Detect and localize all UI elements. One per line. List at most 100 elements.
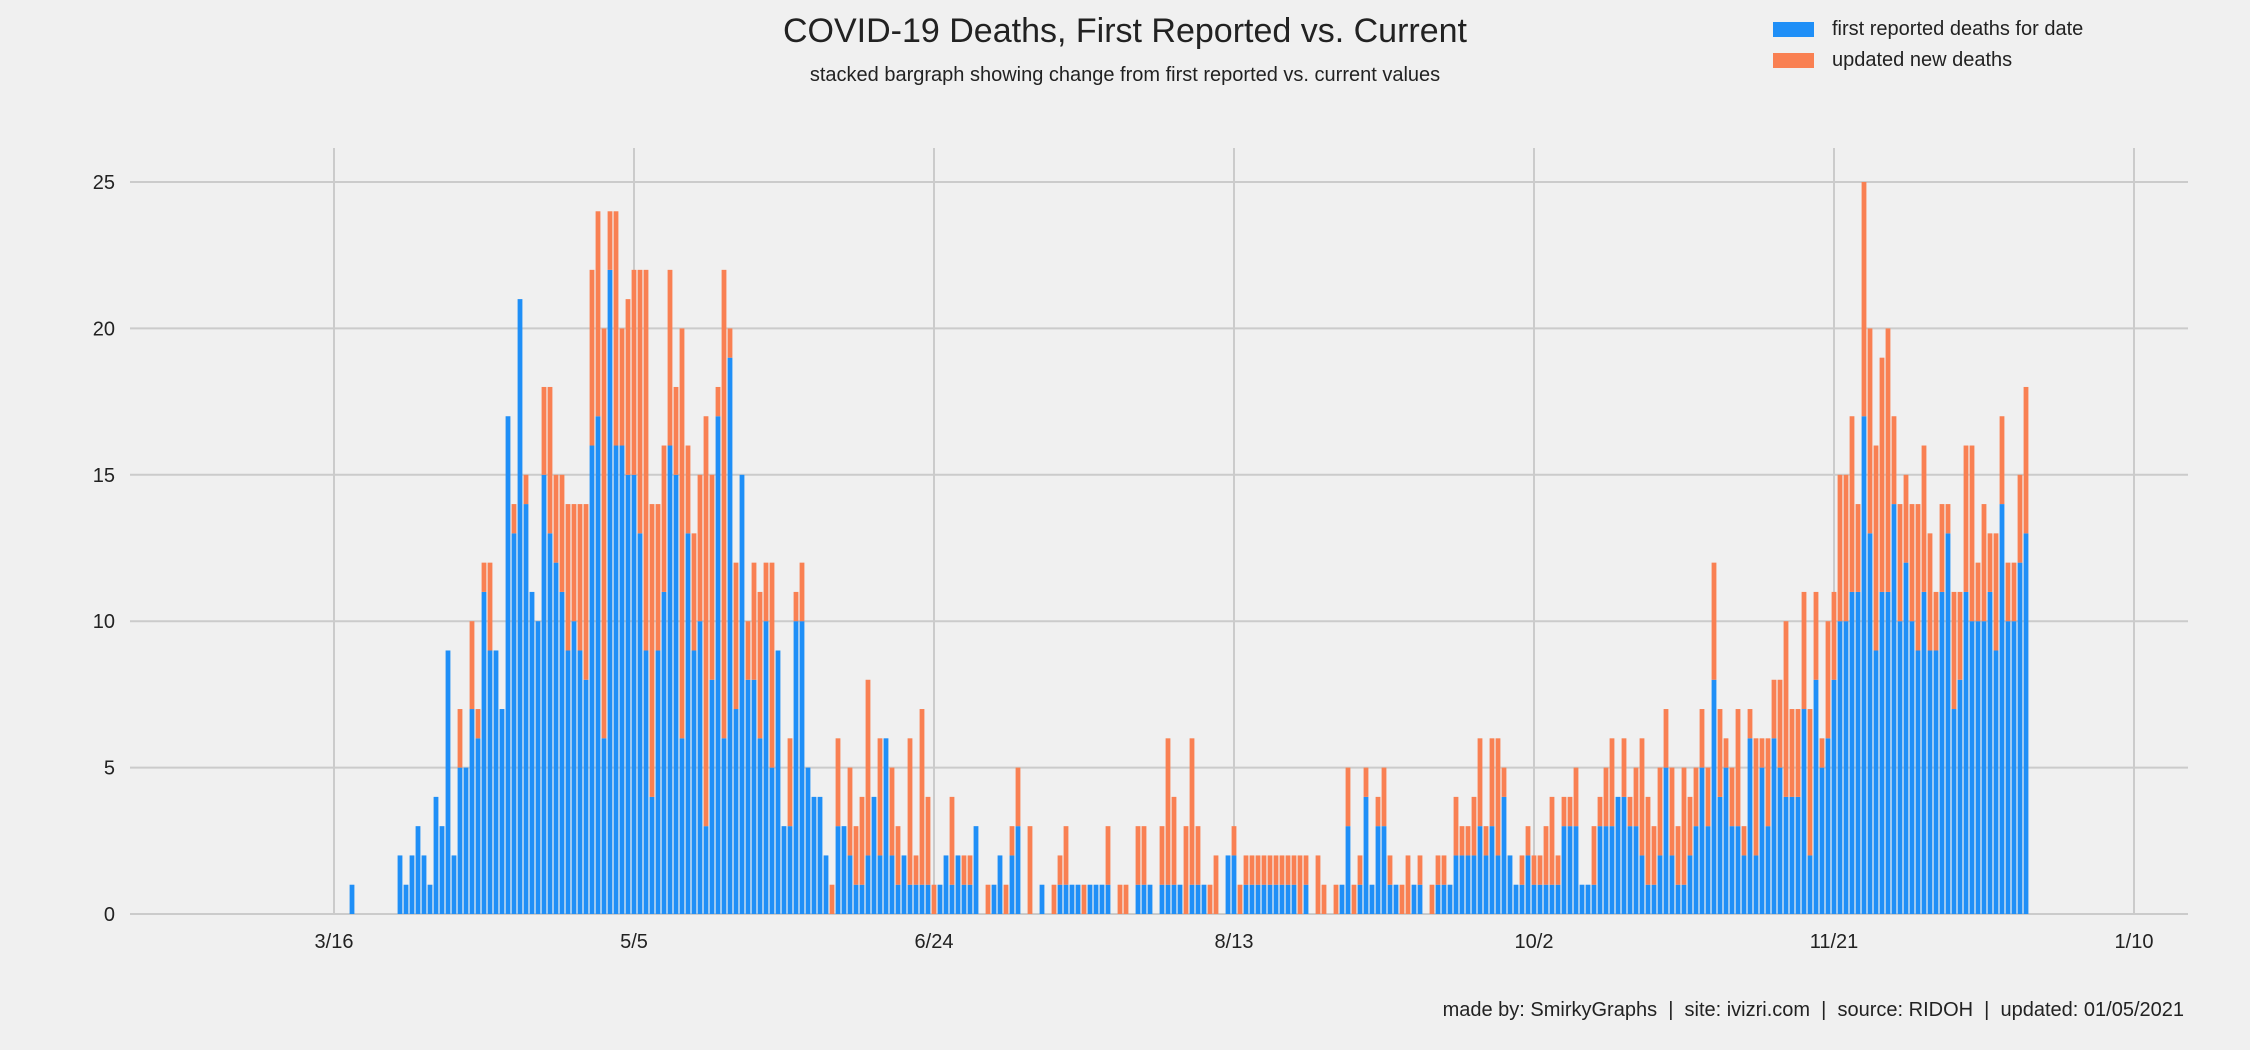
bar-first-reported bbox=[679, 738, 685, 914]
bar-updated-deaths bbox=[541, 386, 547, 475]
bar-updated-deaths bbox=[637, 269, 643, 534]
bar-updated-deaths bbox=[1231, 826, 1237, 856]
bar-first-reported bbox=[1147, 884, 1153, 914]
bar-updated-deaths bbox=[1195, 826, 1201, 885]
bar-first-reported bbox=[733, 709, 739, 914]
bar-first-reported bbox=[1789, 796, 1795, 914]
x-tick-label: 1/10 bbox=[2115, 931, 2154, 953]
bar-first-reported bbox=[997, 855, 1003, 914]
bar-updated-deaths bbox=[601, 328, 607, 739]
bar-first-reported bbox=[1159, 884, 1165, 914]
bar-first-reported bbox=[1633, 826, 1639, 914]
bar-first-reported bbox=[1909, 621, 1915, 914]
bar-first-reported bbox=[1669, 855, 1675, 914]
bar-first-reported bbox=[1471, 855, 1477, 914]
bar-first-reported bbox=[703, 826, 709, 914]
bar-updated-deaths bbox=[1837, 474, 1843, 622]
bar-first-reported bbox=[349, 884, 355, 914]
bar-first-reported bbox=[1891, 504, 1897, 914]
bar-updated-deaths bbox=[1453, 796, 1459, 856]
bar-first-reported bbox=[799, 621, 805, 914]
bar-first-reported bbox=[781, 826, 787, 914]
bar-updated-deaths bbox=[625, 299, 631, 475]
bar-first-reported bbox=[1795, 796, 1801, 914]
bar-first-reported bbox=[1729, 826, 1735, 914]
bar-first-reported bbox=[499, 709, 505, 914]
bar-updated-deaths bbox=[1183, 826, 1189, 914]
bar-updated-deaths bbox=[769, 562, 775, 768]
bar-updated-deaths bbox=[931, 884, 937, 914]
bar-first-reported bbox=[1627, 826, 1633, 914]
bar-first-reported bbox=[1867, 533, 1873, 914]
bar-updated-deaths bbox=[1609, 738, 1615, 827]
bar-updated-deaths bbox=[763, 562, 769, 622]
bar-first-reported bbox=[1825, 738, 1831, 914]
bar-first-reported bbox=[457, 767, 463, 914]
bar-updated-deaths bbox=[523, 474, 529, 505]
bar-updated-deaths bbox=[1681, 767, 1687, 885]
bar-first-reported bbox=[1807, 855, 1813, 914]
bar-updated-deaths bbox=[1435, 855, 1441, 885]
bar-first-reported bbox=[739, 474, 745, 914]
bar-first-reported bbox=[823, 855, 829, 914]
bar-updated-deaths bbox=[1555, 855, 1561, 885]
bar-updated-deaths bbox=[1981, 504, 1987, 622]
bar-first-reported bbox=[1567, 826, 1573, 914]
y-tick-label: 10 bbox=[93, 611, 115, 633]
bar-first-reported bbox=[1537, 884, 1543, 914]
bar-updated-deaths bbox=[1159, 826, 1165, 885]
bar-updated-deaths bbox=[655, 504, 661, 651]
bar-first-reported bbox=[1999, 504, 2005, 914]
footer-credits: made by: SmirkyGraphs | site: ivizri.com… bbox=[1442, 999, 2184, 1021]
y-tick-label: 25 bbox=[93, 172, 115, 194]
bar-updated-deaths bbox=[925, 796, 931, 885]
legend-swatch-updated bbox=[1773, 53, 1814, 68]
bar-updated-deaths bbox=[691, 533, 697, 651]
bar-first-reported bbox=[1879, 591, 1885, 914]
bar-first-reported bbox=[1507, 855, 1513, 914]
bar-first-reported bbox=[1951, 709, 1957, 914]
bar-first-reported bbox=[763, 621, 769, 914]
bar-updated-deaths bbox=[1207, 884, 1213, 914]
bar-updated-deaths bbox=[1537, 855, 1543, 885]
bar-updated-deaths bbox=[1903, 474, 1909, 563]
bar-updated-deaths bbox=[727, 328, 733, 358]
bar-first-reported bbox=[1615, 796, 1621, 914]
bar-updated-deaths bbox=[679, 328, 685, 739]
bar-first-reported bbox=[715, 416, 721, 914]
bar-updated-deaths bbox=[1867, 328, 1873, 534]
bar-first-reported bbox=[475, 738, 481, 914]
y-tick-label: 20 bbox=[93, 318, 115, 340]
bar-updated-deaths bbox=[733, 562, 739, 710]
bar-updated-deaths bbox=[1015, 767, 1021, 827]
bar-first-reported bbox=[409, 855, 415, 914]
bar-first-reported bbox=[451, 855, 457, 914]
bar-first-reported bbox=[1531, 884, 1537, 914]
bar-first-reported bbox=[1831, 679, 1837, 914]
bar-first-reported bbox=[1849, 591, 1855, 914]
bar-first-reported bbox=[1459, 855, 1465, 914]
bar-updated-deaths bbox=[1915, 504, 1921, 651]
bar-first-reported bbox=[811, 796, 817, 914]
bar-updated-deaths bbox=[1921, 445, 1927, 592]
bar-first-reported bbox=[721, 738, 727, 914]
bar-updated-deaths bbox=[1441, 855, 1447, 885]
bar-updated-deaths bbox=[1471, 796, 1477, 856]
bar-updated-deaths bbox=[1699, 709, 1705, 768]
legend-item-first-reported: first reported deaths for date bbox=[1773, 14, 2083, 45]
bar-first-reported bbox=[961, 884, 967, 914]
bar-first-reported bbox=[841, 826, 847, 914]
bar-first-reported bbox=[1987, 591, 1993, 914]
bar-first-reported bbox=[1261, 884, 1267, 914]
bar-first-reported bbox=[625, 474, 631, 914]
bar-first-reported bbox=[943, 855, 949, 914]
bar-updated-deaths bbox=[1765, 738, 1771, 827]
bar-first-reported bbox=[397, 855, 403, 914]
bar-updated-deaths bbox=[1975, 562, 1981, 622]
bar-updated-deaths bbox=[2011, 562, 2017, 622]
bar-updated-deaths bbox=[661, 445, 667, 592]
bar-updated-deaths bbox=[475, 709, 481, 739]
bar-first-reported bbox=[877, 855, 883, 914]
bar-first-reported bbox=[1945, 533, 1951, 914]
